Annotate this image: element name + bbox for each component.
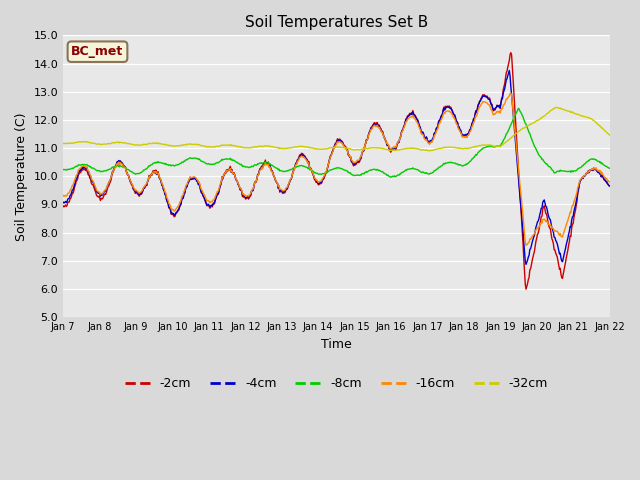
Line: -4cm: -4cm xyxy=(63,71,610,264)
-16cm xyxy=(60,192,67,198)
Line: -2cm: -2cm xyxy=(63,53,610,289)
Text: BC_met: BC_met xyxy=(72,45,124,58)
-32cm xyxy=(125,141,133,146)
-2cm xyxy=(60,203,67,209)
Y-axis label: Soil Temperature (C): Soil Temperature (C) xyxy=(15,112,28,240)
-32cm xyxy=(606,132,614,138)
-32cm xyxy=(60,141,67,146)
Title: Soil Temperatures Set B: Soil Temperatures Set B xyxy=(244,15,428,30)
-16cm xyxy=(125,175,133,181)
-32cm xyxy=(403,146,410,152)
-32cm xyxy=(69,140,77,146)
-4cm xyxy=(60,199,67,205)
-4cm xyxy=(606,183,614,189)
-2cm xyxy=(419,129,426,135)
-16cm xyxy=(210,197,218,203)
-4cm xyxy=(403,117,410,122)
-8cm xyxy=(420,169,428,175)
-16cm xyxy=(606,179,614,185)
Line: -32cm: -32cm xyxy=(63,108,610,151)
-16cm xyxy=(181,187,189,193)
-2cm xyxy=(69,191,77,196)
-2cm xyxy=(507,50,515,56)
-4cm xyxy=(125,175,133,181)
-2cm xyxy=(606,183,614,189)
-8cm xyxy=(69,166,77,171)
-32cm xyxy=(554,105,561,110)
-2cm xyxy=(125,176,133,181)
X-axis label: Time: Time xyxy=(321,337,352,350)
-8cm xyxy=(125,168,133,173)
-8cm xyxy=(606,165,614,171)
-16cm xyxy=(507,90,515,96)
Legend: -2cm, -4cm, -8cm, -16cm, -32cm: -2cm, -4cm, -8cm, -16cm, -32cm xyxy=(120,372,553,396)
-4cm xyxy=(69,187,77,192)
-8cm xyxy=(60,167,67,172)
-2cm xyxy=(181,190,189,196)
-16cm xyxy=(522,242,530,248)
-8cm xyxy=(210,161,218,167)
-32cm xyxy=(181,142,189,148)
Line: -16cm: -16cm xyxy=(63,93,610,245)
-16cm xyxy=(403,119,410,124)
-2cm xyxy=(522,287,530,292)
-8cm xyxy=(181,158,189,164)
-4cm xyxy=(181,190,189,196)
-4cm xyxy=(522,262,530,267)
-16cm xyxy=(419,132,426,137)
-4cm xyxy=(506,68,513,73)
-4cm xyxy=(419,129,426,135)
-2cm xyxy=(210,201,218,207)
-32cm xyxy=(426,148,433,154)
-8cm xyxy=(515,106,522,111)
-32cm xyxy=(210,144,218,150)
-2cm xyxy=(403,116,410,122)
Line: -8cm: -8cm xyxy=(63,108,610,177)
-4cm xyxy=(210,200,218,206)
-8cm xyxy=(387,174,395,180)
-8cm xyxy=(404,167,412,172)
-16cm xyxy=(69,182,77,188)
-32cm xyxy=(419,147,426,153)
